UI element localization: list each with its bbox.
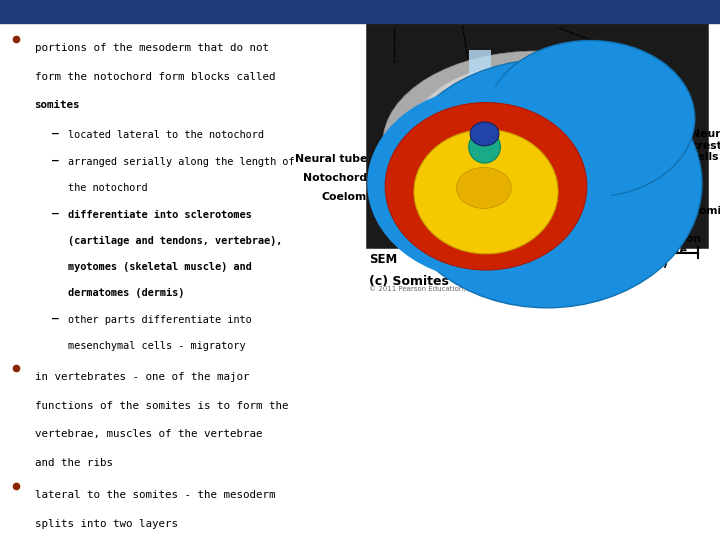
Text: Coelom: Coelom (322, 163, 441, 202)
Text: mesenchymal cells - migratory: mesenchymal cells - migratory (68, 341, 246, 351)
Text: –: – (52, 209, 58, 219)
Text: vertebrae, muscles of the vertebrae: vertebrae, muscles of the vertebrae (35, 429, 262, 440)
Text: dermatomes (dermis): dermatomes (dermis) (68, 288, 184, 298)
Text: Somite: Somite (624, 191, 720, 215)
Text: located lateral to the notochord: located lateral to the notochord (68, 130, 264, 140)
Text: other parts differentiate into: other parts differentiate into (68, 315, 251, 325)
Text: –: – (52, 314, 58, 324)
Ellipse shape (486, 40, 695, 197)
Text: and the ribs: and the ribs (35, 458, 112, 468)
Text: 1 mm: 1 mm (591, 259, 626, 269)
Text: SEM: SEM (369, 253, 397, 266)
Text: portions of the mesoderm that do not: portions of the mesoderm that do not (35, 43, 269, 53)
Text: (c) Somites: (c) Somites (369, 275, 449, 288)
Ellipse shape (383, 51, 690, 235)
Text: Somites: Somites (436, 10, 486, 58)
Bar (0, 0, 720, 23)
Ellipse shape (385, 103, 587, 270)
Bar (366, 19, 708, 248)
Text: –: – (52, 129, 58, 139)
Ellipse shape (470, 122, 499, 146)
Text: arranged serially along the length of: arranged serially along the length of (68, 157, 294, 167)
Text: (cartilage and tendons, vertebrae),: (cartilage and tendons, vertebrae), (68, 236, 282, 246)
Text: Notochord: Notochord (303, 146, 471, 183)
Text: lateral to the somites - the mesoderm: lateral to the somites - the mesoderm (35, 490, 275, 501)
Ellipse shape (456, 167, 511, 208)
Text: functions of the somites is to form the: functions of the somites is to form the (35, 401, 288, 411)
Text: myotomes (skeletal muscle) and: myotomes (skeletal muscle) and (68, 262, 251, 272)
Ellipse shape (367, 86, 612, 281)
Text: © 2011 Pearson Education, Inc.: © 2011 Pearson Education, Inc. (369, 285, 481, 292)
Text: –: – (52, 156, 58, 166)
Text: somites: somites (35, 100, 80, 111)
Text: differentiate into sclerotomes: differentiate into sclerotomes (68, 210, 251, 220)
Text: Neural tube: Neural tube (294, 132, 474, 164)
Ellipse shape (414, 130, 558, 254)
Bar (469, 50, 491, 258)
Text: in vertebrates - one of the major: in vertebrates - one of the major (35, 372, 249, 382)
Ellipse shape (410, 63, 649, 212)
Ellipse shape (469, 131, 500, 163)
Text: splits into two layers: splits into two layers (35, 519, 178, 529)
Text: Eye: Eye (383, 14, 406, 62)
Text: the notochord: the notochord (68, 183, 148, 193)
Text: Neural
crest
cells: Neural crest cells (624, 124, 720, 163)
Text: form the notochord form blocks called: form the notochord form blocks called (35, 72, 275, 82)
Text: Tail bud: Tail bud (512, 14, 674, 72)
Text: Archenteron
(digestive
cavity): Archenteron (digestive cavity) (552, 216, 703, 268)
Ellipse shape (392, 59, 702, 308)
